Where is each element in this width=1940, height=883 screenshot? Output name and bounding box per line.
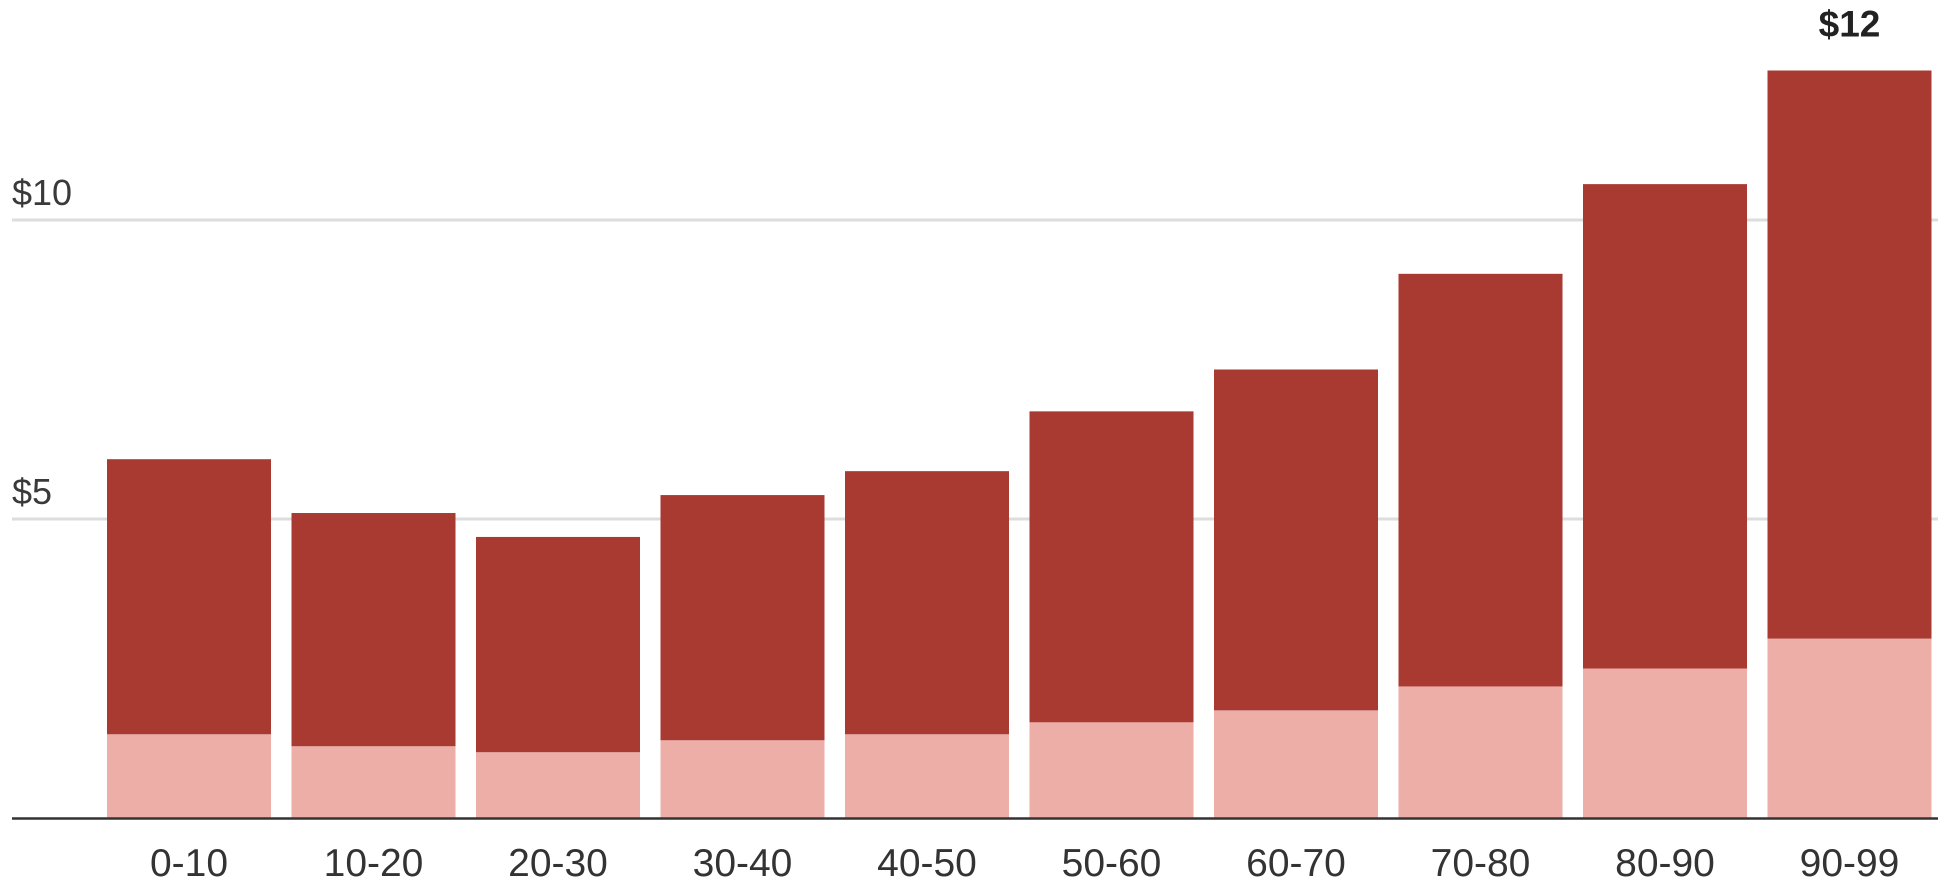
x-tick-label: 40-50 bbox=[877, 842, 977, 883]
bar-segment-1-60-70 bbox=[1214, 369, 1378, 711]
bar-segment-0-70-80 bbox=[1398, 686, 1563, 818]
x-tick-label: 20-30 bbox=[508, 842, 608, 883]
bar-segment-0-40-50 bbox=[845, 734, 1009, 818]
x-tick-label: 90-99 bbox=[1800, 842, 1900, 883]
x-tick-label: 10-20 bbox=[324, 842, 424, 883]
bar-segment-1-40-50 bbox=[845, 471, 1009, 735]
bar-segment-0-20-30 bbox=[476, 752, 640, 818]
bar-segment-1-80-90 bbox=[1583, 184, 1747, 669]
bar-segment-0-10-20 bbox=[291, 746, 456, 818]
bar-segment-1-70-80 bbox=[1398, 273, 1563, 687]
bar-segment-0-30-40 bbox=[660, 740, 825, 818]
bar-segment-1-10-20 bbox=[291, 513, 456, 747]
bar-segment-1-30-40 bbox=[660, 495, 825, 741]
bars bbox=[107, 70, 1932, 818]
x-tick-label: 50-60 bbox=[1062, 842, 1162, 883]
bar-segment-0-80-90 bbox=[1583, 668, 1747, 818]
bar-value-label: $12 bbox=[1819, 4, 1881, 45]
bar-segment-0-90-99 bbox=[1767, 638, 1932, 818]
x-tick-label: 60-70 bbox=[1246, 842, 1346, 883]
bar-segment-1-0-10 bbox=[107, 459, 271, 735]
x-tick-label: 30-40 bbox=[693, 842, 793, 883]
bar-segment-1-90-99 bbox=[1767, 70, 1932, 639]
bar-segment-0-50-60 bbox=[1029, 722, 1194, 818]
x-tick-label: 80-90 bbox=[1615, 842, 1715, 883]
bar-segment-0-60-70 bbox=[1214, 710, 1378, 818]
bar-segment-1-50-60 bbox=[1029, 411, 1194, 723]
y-tick-label: $10 bbox=[12, 172, 72, 213]
bar-segment-1-20-30 bbox=[476, 536, 640, 753]
labels: $5 $10 0-10 10-20 20-30 30-40 40-50 50-60 60-70 7… bbox=[12, 4, 1899, 883]
bar-segment-0-0-10 bbox=[107, 734, 271, 818]
x-tick-label: 70-80 bbox=[1431, 842, 1531, 883]
y-tick-label: $5 bbox=[12, 471, 52, 512]
x-tick-label: 0-10 bbox=[150, 842, 228, 883]
